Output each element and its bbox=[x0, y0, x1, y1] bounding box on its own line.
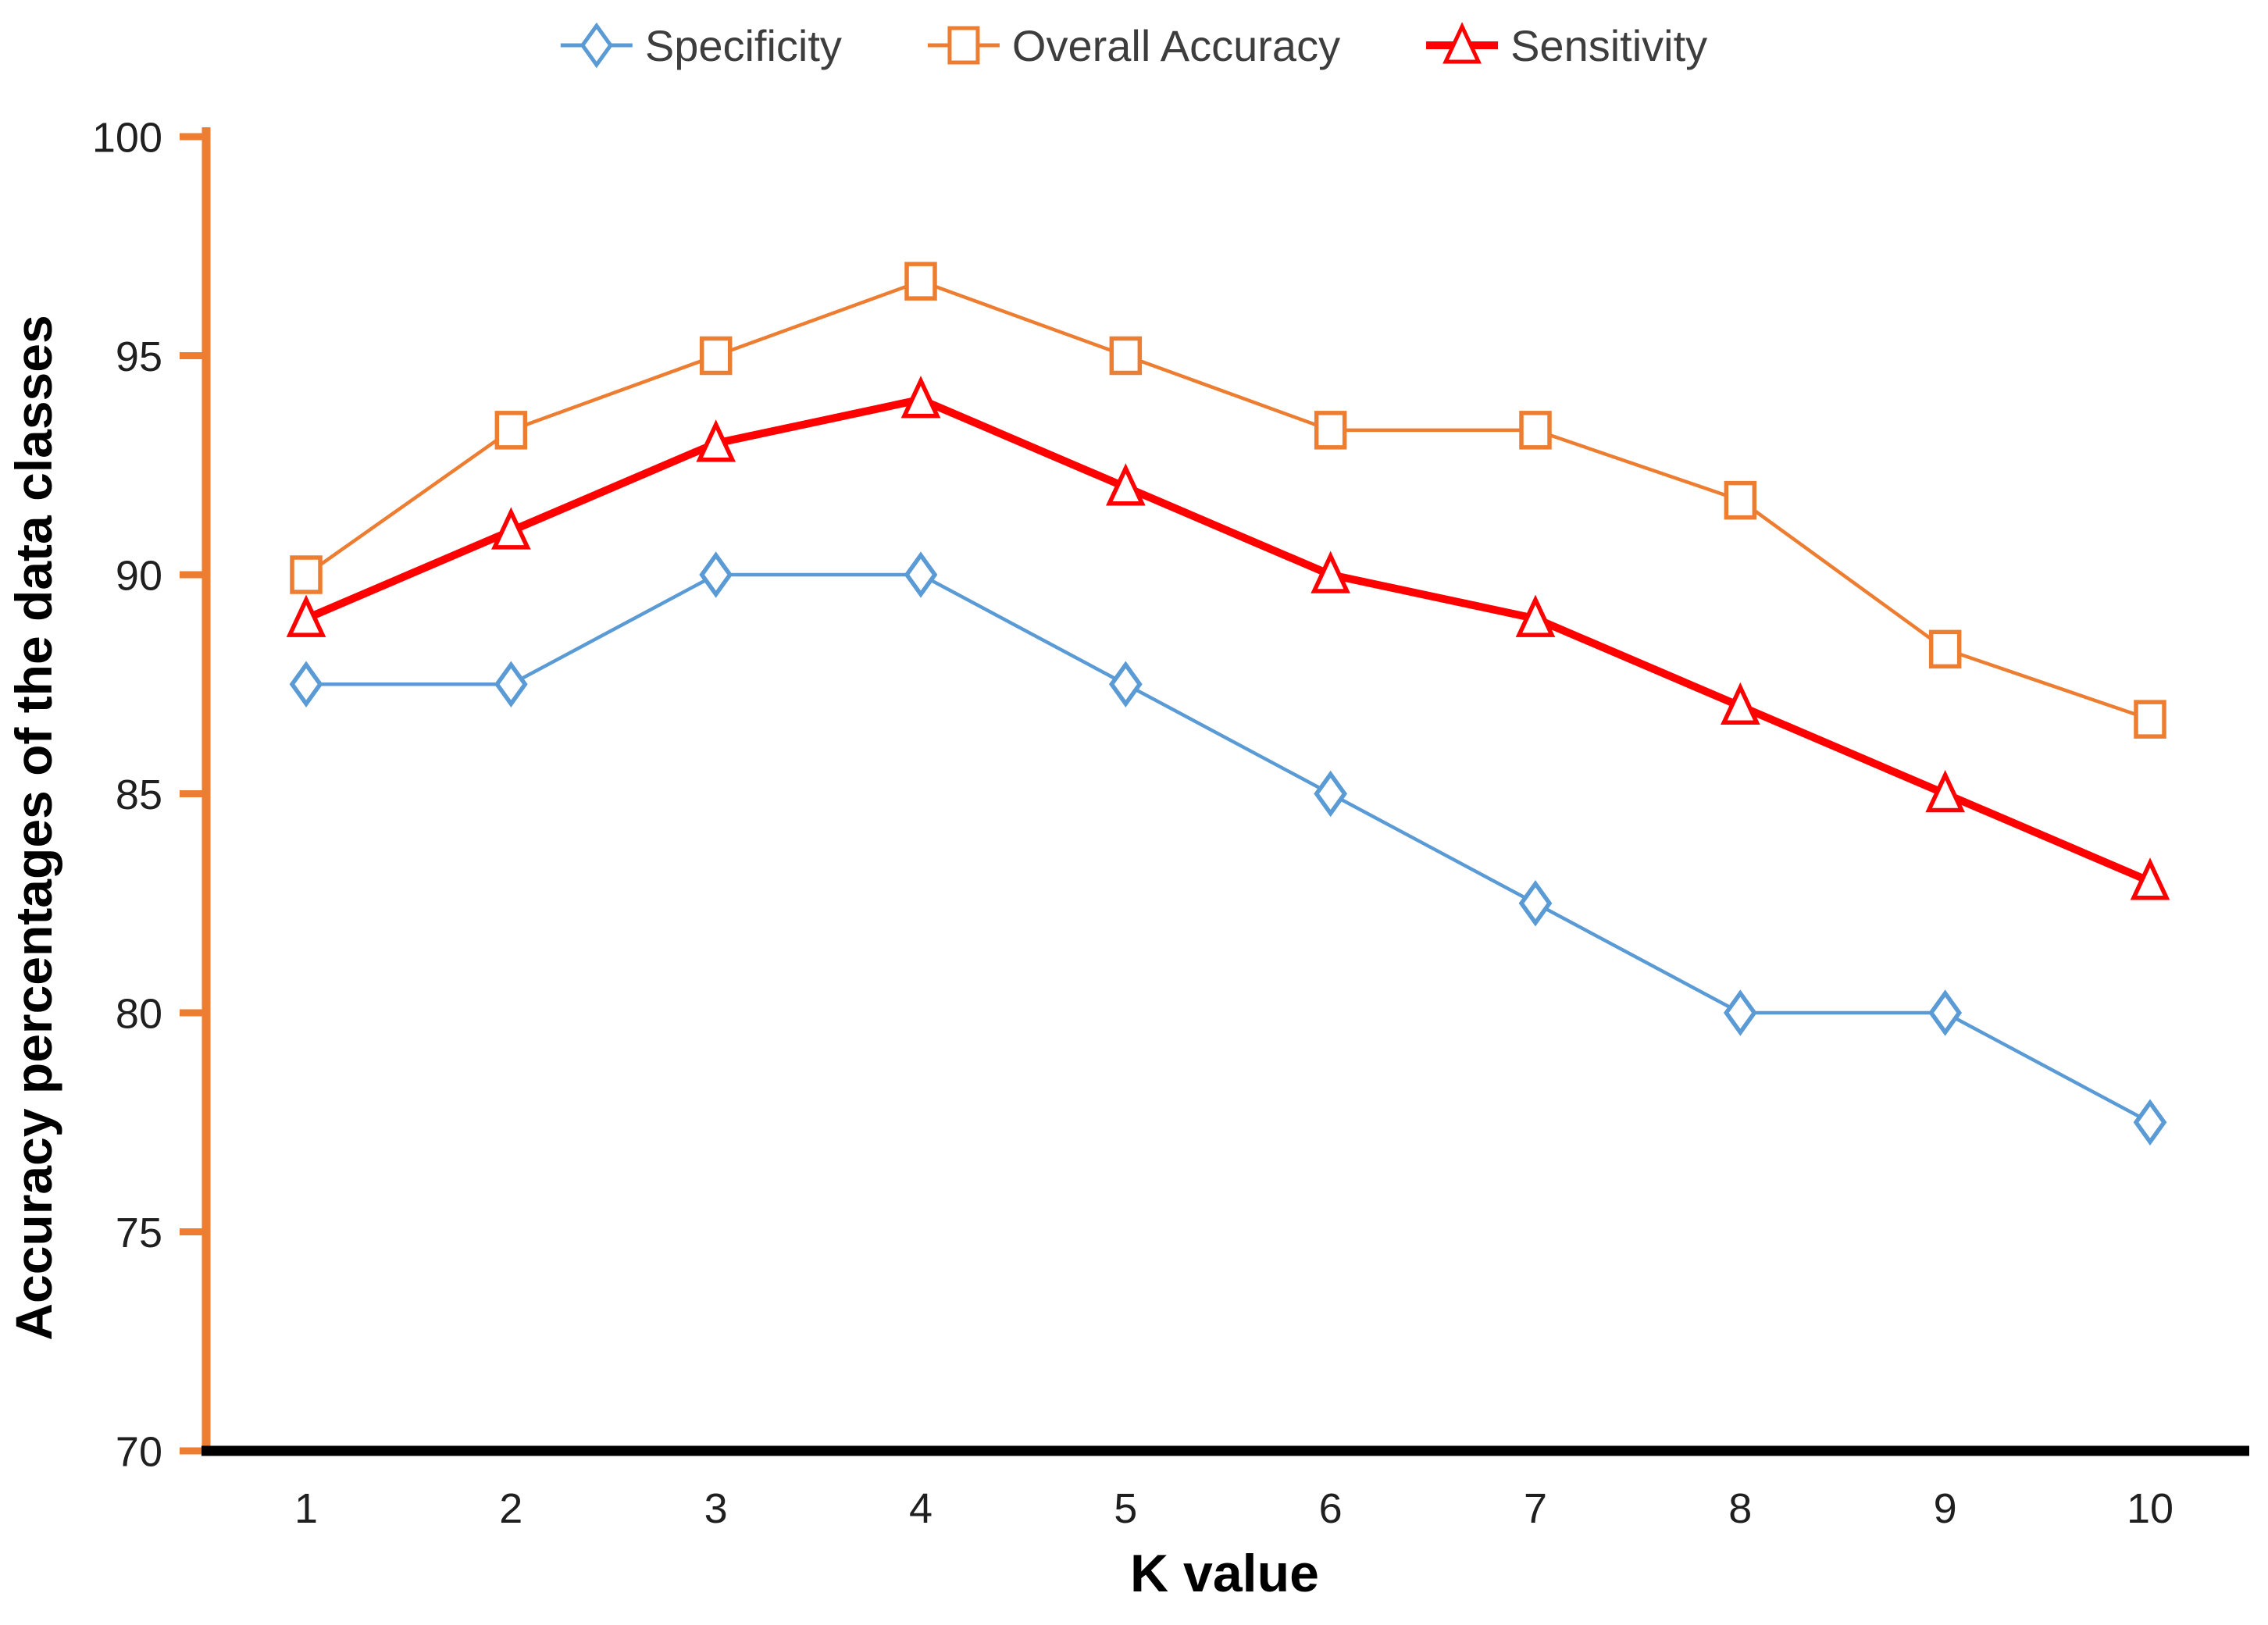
diamond-marker-icon bbox=[579, 22, 613, 69]
y-tick-label: 100 bbox=[92, 114, 162, 161]
square-marker-icon bbox=[290, 555, 323, 594]
x-axis-title: K value bbox=[1130, 1544, 1319, 1603]
square-marker-icon bbox=[494, 411, 528, 450]
x-tick-label: 10 bbox=[2127, 1485, 2174, 1532]
legend-label: Overall Accuracy bbox=[1012, 21, 1340, 70]
x-tick-label: 8 bbox=[1728, 1485, 1752, 1532]
square-marker-icon bbox=[699, 336, 733, 376]
square-marker-icon bbox=[1724, 480, 1757, 520]
series-line-specificity bbox=[306, 572, 2152, 1124]
triangle-marker-icon bbox=[1515, 594, 1556, 637]
diamond-marker-icon bbox=[904, 551, 938, 598]
square-marker-icon bbox=[1109, 336, 1143, 376]
diamond-marker-icon bbox=[494, 661, 528, 707]
legend-item-overall-accuracy: Overall Accuracy bbox=[927, 21, 1340, 70]
y-tick-label: 90 bbox=[116, 552, 162, 599]
triangle-marker-icon bbox=[1106, 463, 1146, 506]
diamond-marker-icon bbox=[1314, 770, 1348, 818]
x-tick-label: 5 bbox=[1114, 1485, 1137, 1532]
triangle-marker-icon bbox=[491, 507, 531, 550]
x-tick-label: 2 bbox=[499, 1485, 522, 1532]
series-specificity bbox=[289, 551, 2167, 1146]
series-lines bbox=[286, 262, 2170, 1146]
legend-item-specificity: Specificity bbox=[560, 21, 842, 70]
chart-legend: Specificity Overall Accuracy Sensitivity bbox=[560, 21, 1707, 70]
y-tick-label: 80 bbox=[116, 990, 162, 1037]
diamond-marker-icon bbox=[289, 661, 323, 707]
series-sensitivity bbox=[286, 376, 2170, 900]
y-tick-label: 70 bbox=[116, 1428, 162, 1475]
triangle-marker-icon bbox=[1311, 551, 1350, 593]
legend-item-sensitivity: Sensitivity bbox=[1426, 21, 1707, 70]
x-tick-label: 6 bbox=[1319, 1485, 1343, 1532]
diamond-marker-icon bbox=[1723, 989, 1757, 1036]
x-tick-label: 7 bbox=[1524, 1485, 1547, 1532]
series-line-sensitivity bbox=[305, 395, 2152, 886]
triangle-marker-icon bbox=[1721, 682, 1760, 725]
square-marker-icon bbox=[947, 26, 980, 65]
y-tick-label: 75 bbox=[116, 1210, 162, 1256]
triangle-marker-icon bbox=[2130, 857, 2170, 900]
x-tick-label: 3 bbox=[704, 1485, 728, 1532]
diamond-marker-icon bbox=[699, 551, 733, 598]
x-tick-label: 1 bbox=[294, 1485, 318, 1532]
x-tick-label: 9 bbox=[1934, 1485, 1957, 1532]
diamond-marker-icon bbox=[1928, 989, 1963, 1036]
square-marker-icon bbox=[1928, 629, 1962, 669]
square-marker-icon bbox=[904, 262, 937, 301]
diamond-marker-icon bbox=[1518, 880, 1553, 927]
square-marker-icon bbox=[1519, 411, 1552, 450]
triangle-marker-icon bbox=[1442, 22, 1482, 64]
y-axis-title: Accuracy percentages of the data classes bbox=[5, 315, 62, 1340]
y-tick-label: 85 bbox=[116, 772, 162, 818]
square-marker-icon bbox=[2134, 700, 2166, 739]
triangle-marker-icon bbox=[286, 594, 326, 637]
diamond-marker-icon bbox=[1108, 661, 1143, 707]
diamond-marker-icon bbox=[2133, 1099, 2167, 1146]
series-line-overall-accuracy bbox=[305, 279, 2151, 722]
x-tick-label: 4 bbox=[909, 1485, 933, 1532]
legend-label: Sensitivity bbox=[1510, 21, 1707, 70]
y-tick-label: 95 bbox=[116, 333, 162, 380]
square-marker-icon bbox=[1314, 411, 1347, 450]
legend-label: Specificity bbox=[645, 21, 842, 70]
triangle-marker-icon bbox=[696, 419, 736, 462]
axes: 70 75 80 85 90 95 100 1 2 3 4 5 6 7 8 9 10 bbox=[92, 114, 2249, 1532]
triangle-marker-icon bbox=[1925, 769, 1965, 813]
triangle-marker-icon bbox=[900, 376, 941, 419]
series-overall-accuracy bbox=[290, 262, 2166, 739]
